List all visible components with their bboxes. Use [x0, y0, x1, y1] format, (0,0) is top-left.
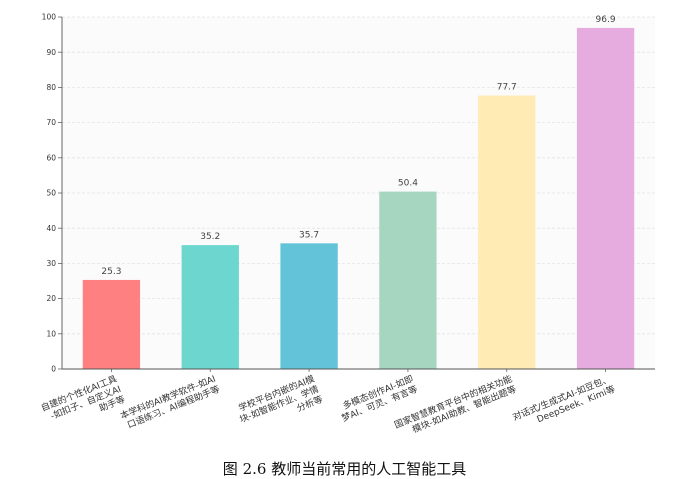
bar-value-label: 77.7: [497, 82, 517, 92]
x-tick-label-text: 学校平台内嵌的AI模块-如智能作业、学情分析等: [234, 373, 325, 436]
y-tick-label: 30: [46, 259, 56, 268]
bar-chart: 0 10 20 30 40 50 60 70 80 90 100 25.3 35.2 35.7 50.4 7…: [39, 13, 655, 436]
figure-caption: 图 2.6 教师当前常用的人工智能工具: [222, 460, 467, 478]
bar: [576, 27, 635, 370]
axes: [61, 17, 655, 372]
y-axis: 0 10 20 30 40 50 60 70 80 90 100: [42, 13, 62, 374]
x-tick-label: 学校平台内嵌的AI模块-如智能作业、学情分析等: [234, 373, 325, 436]
y-tick-label: 10: [46, 329, 56, 338]
bar: [478, 95, 536, 369]
y-tick-label: 50: [46, 189, 56, 198]
bar: [82, 279, 141, 369]
x-tick-label-text: 本学科的AI教学软件-如AI口语练习、AI编程助手等: [118, 373, 221, 432]
x-tick-label: 本学科的AI教学软件-如AI口语练习、AI编程助手等: [118, 373, 221, 432]
x-tick-label-text: 对话式/生成式AI-如豆包、DeepSeek、Kimi等: [511, 373, 617, 434]
grid-lines: [62, 16, 655, 369]
y-tick-label: 90: [46, 48, 56, 57]
bar-value-label: 50.4: [398, 179, 418, 189]
value-labels: 25.3 35.2 35.7 50.4 77.7 96.9: [101, 15, 615, 277]
bar-value-label: 25.3: [101, 267, 121, 277]
y-tick-label: 20: [46, 294, 56, 303]
y-tick-label: 80: [46, 83, 56, 92]
y-tick-label: 40: [46, 224, 56, 233]
bar-value-label: 35.7: [299, 230, 319, 240]
y-tick-label: 70: [46, 118, 56, 127]
x-tick-label-text: 自建的个性化AI工具-如扣子、自定义AI助手等: [39, 373, 127, 435]
bar-value-label: 96.9: [596, 15, 616, 25]
bar: [379, 191, 437, 369]
bars: [82, 27, 635, 370]
y-tick-label: 0: [51, 365, 56, 374]
x-axis-labels: 自建的个性化AI工具-如扣子、自定义AI助手等本学科的AI教学软件-如AI口语练…: [39, 373, 617, 436]
bar: [181, 245, 239, 369]
x-tick-label: 自建的个性化AI工具-如扣子、自定义AI助手等: [39, 373, 127, 435]
x-tick-label: 对话式/生成式AI-如豆包、DeepSeek、Kimi等: [511, 373, 617, 434]
bar: [280, 243, 338, 369]
y-tick-label: 60: [46, 153, 56, 162]
bar-value-label: 35.2: [200, 232, 220, 242]
y-tick-label: 100: [42, 13, 57, 22]
